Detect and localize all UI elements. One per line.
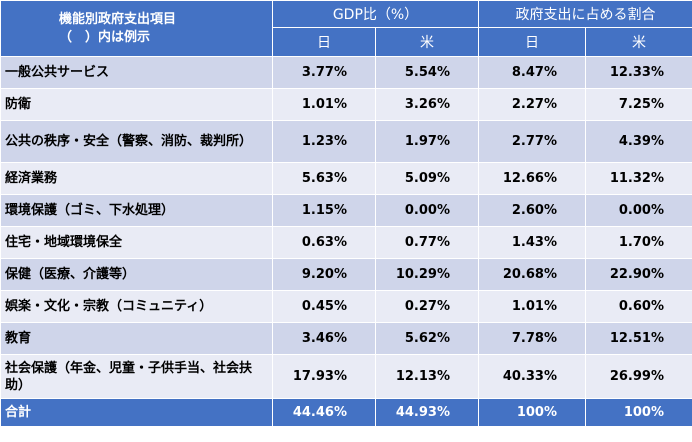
table-row: 保健（医療、介護等） 9.20% 10.29% 20.68% 22.90% bbox=[0, 258, 692, 291]
gdp-japan-cell: 9.20% bbox=[272, 258, 376, 291]
share-japan-header: 日 bbox=[478, 27, 586, 57]
share-japan-cell: 1.43% bbox=[478, 226, 586, 259]
share-japan-cell: 12.66% bbox=[478, 162, 586, 195]
gdp-japan-cell: 3.77% bbox=[272, 56, 376, 89]
row-label: 社会保護（年金、児童・子供手当、社会扶助） bbox=[0, 354, 273, 399]
table-row: 娯楽・文化・宗教（コミュニティ） 0.45% 0.27% 1.01% 0.60% bbox=[0, 290, 692, 323]
share-us-cell: 0.60% bbox=[585, 290, 692, 323]
gdp-us-cell: 1.97% bbox=[375, 120, 479, 163]
share-header: 政府支出に占める割合 bbox=[478, 0, 692, 28]
total-gdp-us: 44.93% bbox=[375, 398, 479, 427]
gdp-japan-cell: 1.15% bbox=[272, 194, 376, 227]
gdp-japan-cell: 0.63% bbox=[272, 226, 376, 259]
gdp-japan-cell: 17.93% bbox=[272, 354, 376, 399]
gdp-us-cell: 0.00% bbox=[375, 194, 479, 227]
gdp-us-cell: 12.13% bbox=[375, 354, 479, 399]
table-row: 環境保護（ゴミ、下水処理） 1.15% 0.00% 2.60% 0.00% bbox=[0, 194, 692, 227]
share-us-cell: 12.33% bbox=[585, 56, 692, 89]
item-header-line2: （ ）内は例示 bbox=[59, 29, 151, 45]
share-us-cell: 4.39% bbox=[585, 120, 692, 163]
table-row: 社会保護（年金、児童・子供手当、社会扶助） 17.93% 12.13% 40.3… bbox=[0, 354, 692, 399]
share-japan-cell: 2.77% bbox=[478, 120, 586, 163]
share-japan-cell: 2.27% bbox=[478, 88, 586, 121]
table-row: 公共の秩序・安全（警察、消防、裁判所） 1.23% 1.97% 2.77% 4.… bbox=[0, 120, 692, 163]
total-share-us: 100% bbox=[585, 398, 692, 427]
share-us-header: 米 bbox=[585, 27, 692, 57]
header-row-top: 機能別政府支出項目 （ ）内は例示 GDP比（%） 政府支出に占める割合 bbox=[0, 0, 692, 57]
share-japan-cell: 8.47% bbox=[478, 56, 586, 89]
share-us-cell: 7.25% bbox=[585, 88, 692, 121]
total-row: 合計 44.46% 44.93% 100% 100% bbox=[0, 398, 692, 427]
share-us-cell: 12.51% bbox=[585, 322, 692, 355]
row-label: 防衛 bbox=[0, 88, 273, 121]
header-row-sub: 日 米 日 米 bbox=[1, 27, 692, 57]
item-column-header: 機能別政府支出項目 （ ）内は例示 bbox=[0, 0, 273, 57]
gdp-us-cell: 5.09% bbox=[375, 162, 479, 195]
share-us-cell: 1.70% bbox=[585, 226, 692, 259]
table-row: 住宅・地域環境保全 0.63% 0.77% 1.43% 1.70% bbox=[0, 226, 692, 259]
total-gdp-japan: 44.46% bbox=[272, 398, 376, 427]
total-label: 合計 bbox=[0, 398, 273, 427]
gdp-us-cell: 5.62% bbox=[375, 322, 479, 355]
row-label: 一般公共サービス bbox=[0, 56, 273, 89]
share-japan-cell: 40.33% bbox=[478, 354, 586, 399]
gdp-us-header: 米 bbox=[375, 27, 479, 57]
gdp-us-cell: 10.29% bbox=[375, 258, 479, 291]
row-label: 経済業務 bbox=[0, 162, 273, 195]
share-us-cell: 0.00% bbox=[585, 194, 692, 227]
table-row: 経済業務 5.63% 5.09% 12.66% 11.32% bbox=[0, 162, 692, 195]
gdp-us-cell: 5.54% bbox=[375, 56, 479, 89]
gdp-japan-cell: 1.23% bbox=[272, 120, 376, 163]
share-japan-cell: 20.68% bbox=[478, 258, 586, 291]
government-expenditure-table: 機能別政府支出項目 （ ）内は例示 GDP比（%） 政府支出に占める割合 日 米… bbox=[0, 0, 692, 427]
gdp-japan-header: 日 bbox=[272, 27, 376, 57]
gdp-ratio-header: GDP比（%） bbox=[272, 0, 479, 28]
gdp-japan-cell: 3.46% bbox=[272, 322, 376, 355]
gdp-us-cell: 0.27% bbox=[375, 290, 479, 323]
row-label: 教育 bbox=[0, 322, 273, 355]
gdp-us-cell: 0.77% bbox=[375, 226, 479, 259]
share-us-cell: 22.90% bbox=[585, 258, 692, 291]
share-japan-cell: 7.78% bbox=[478, 322, 586, 355]
share-us-cell: 11.32% bbox=[585, 162, 692, 195]
gdp-japan-cell: 1.01% bbox=[272, 88, 376, 121]
row-label: 住宅・地域環境保全 bbox=[0, 226, 273, 259]
row-label: 保健（医療、介護等） bbox=[0, 258, 273, 291]
row-label: 娯楽・文化・宗教（コミュニティ） bbox=[0, 290, 273, 323]
total-share-japan: 100% bbox=[478, 398, 586, 427]
item-header-line1: 機能別政府支出項目 bbox=[59, 11, 177, 27]
share-japan-cell: 1.01% bbox=[478, 290, 586, 323]
gdp-japan-cell: 5.63% bbox=[272, 162, 376, 195]
share-japan-cell: 2.60% bbox=[478, 194, 586, 227]
share-us-cell: 26.99% bbox=[585, 354, 692, 399]
table-row: 教育 3.46% 5.62% 7.78% 12.51% bbox=[0, 322, 692, 355]
table-row: 防衛 1.01% 3.26% 2.27% 7.25% bbox=[0, 88, 692, 121]
gdp-us-cell: 3.26% bbox=[375, 88, 479, 121]
gdp-japan-cell: 0.45% bbox=[272, 290, 376, 323]
table-row: 一般公共サービス 3.77% 5.54% 8.47% 12.33% bbox=[0, 56, 692, 89]
row-label: 公共の秩序・安全（警察、消防、裁判所） bbox=[0, 120, 273, 163]
row-label: 環境保護（ゴミ、下水処理） bbox=[0, 194, 273, 227]
